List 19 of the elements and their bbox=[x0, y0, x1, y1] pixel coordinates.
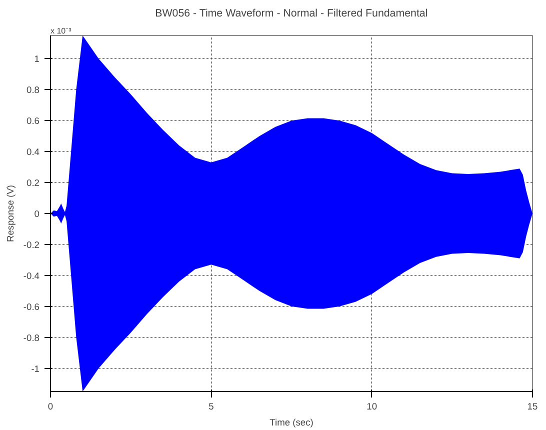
y-tick-label: 0.4 bbox=[26, 147, 40, 158]
y-tick-label: -0.4 bbox=[23, 270, 40, 281]
y-tick-label: 0.8 bbox=[26, 85, 40, 96]
y-axis-title: Response (V) bbox=[5, 184, 16, 242]
x-tick-label: 10 bbox=[366, 402, 378, 412]
y-tick-label: -1 bbox=[31, 364, 40, 374]
x-tick-label: 0 bbox=[48, 402, 54, 412]
annotation: x 10⁻³ bbox=[50, 26, 72, 36]
y-tick-label: 0 bbox=[34, 209, 40, 219]
y-tick-label: 0.6 bbox=[26, 116, 40, 126]
y-tick-label: -0.8 bbox=[23, 332, 40, 343]
x-tick-label: 15 bbox=[527, 402, 538, 412]
y-tick-label: -0.2 bbox=[23, 240, 40, 250]
chart-title: BW056 - Time Waveform - Normal - Filtered Fundamental bbox=[155, 8, 428, 20]
x-tick-label: 5 bbox=[208, 402, 214, 412]
y-tick-label: 1 bbox=[34, 54, 40, 64]
x-axis-title: Time (sec) bbox=[270, 418, 314, 428]
y-tick-label: -0.6 bbox=[23, 302, 40, 312]
y-tick-label: 0.2 bbox=[26, 178, 40, 188]
